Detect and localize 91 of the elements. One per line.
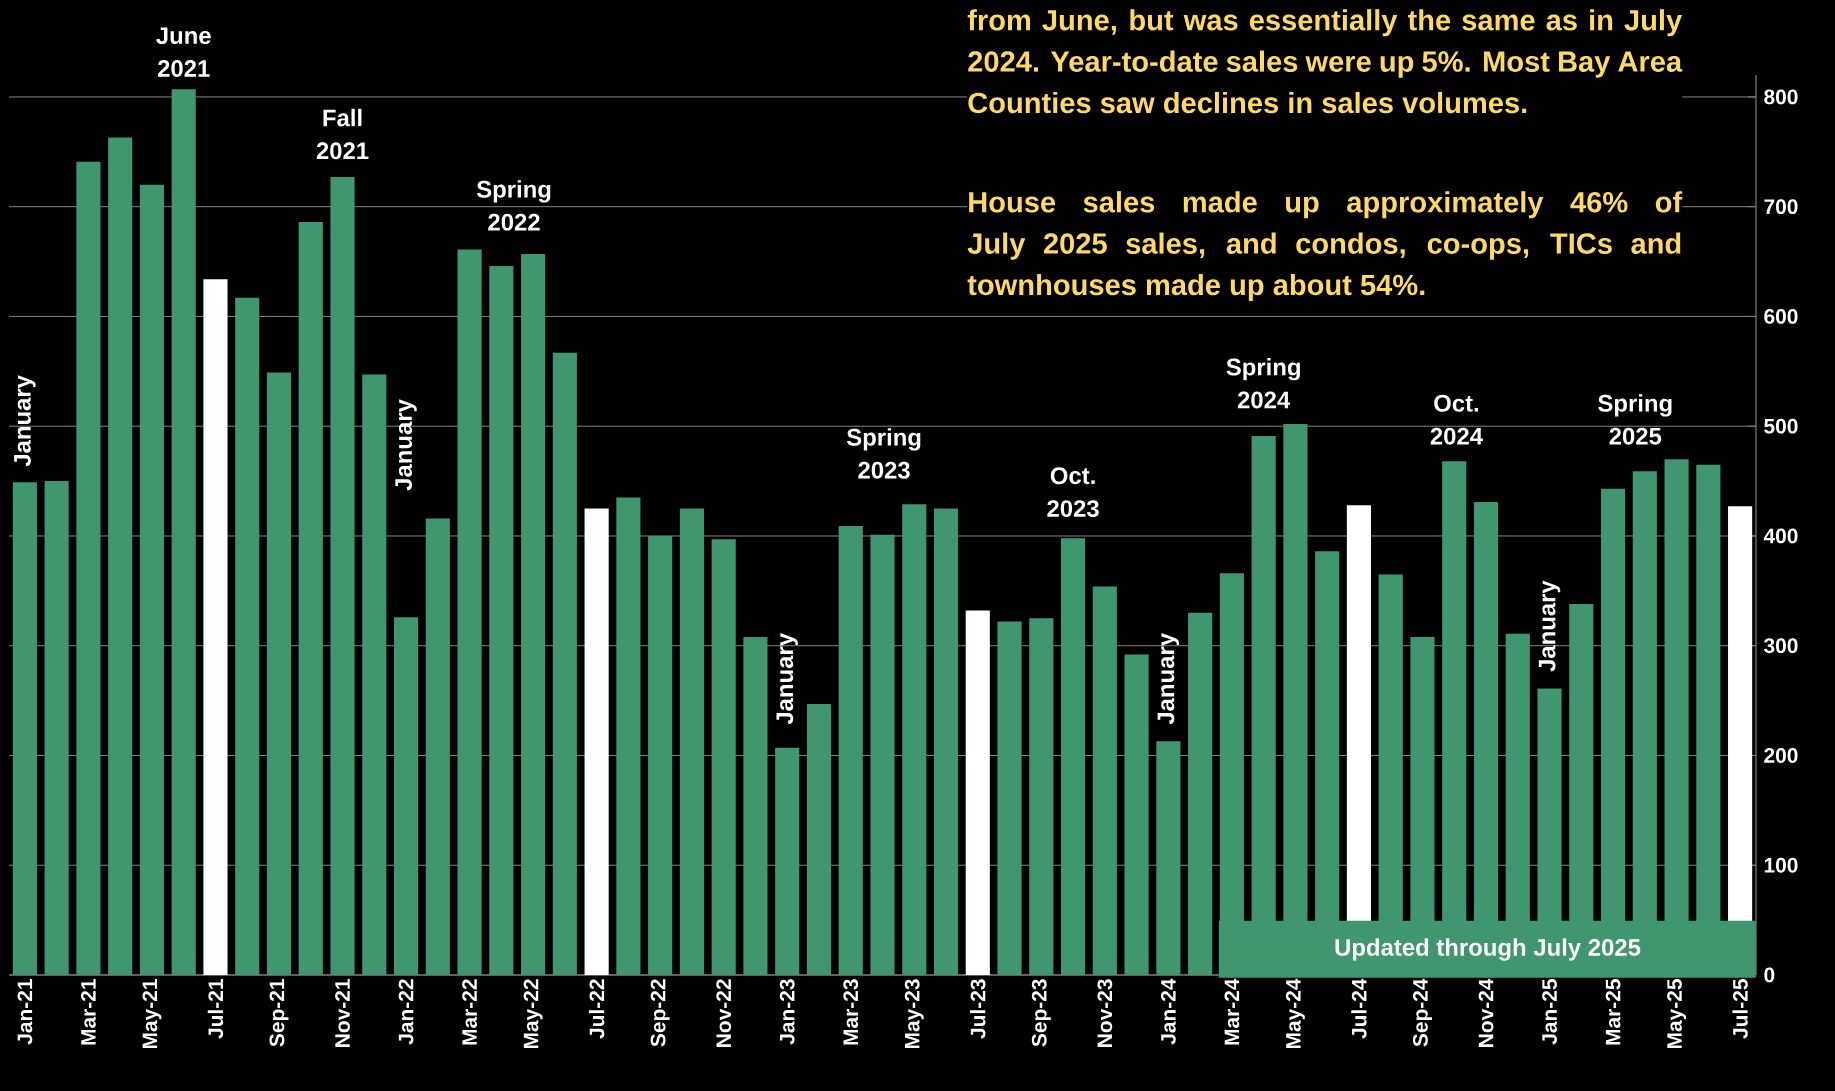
bar <box>743 636 768 975</box>
x-tick-label: Mar-25 <box>1605 979 1621 1045</box>
annotation: Oct. 2023 <box>1047 467 1099 518</box>
x-tick-label: May-22 <box>523 979 543 1049</box>
bar <box>552 352 577 975</box>
bar <box>12 482 37 975</box>
bar <box>1092 586 1117 975</box>
x-tick-label: Nov-23 <box>1097 979 1113 1047</box>
x-tick-label: Nov-22 <box>716 979 732 1047</box>
bar <box>521 253 546 975</box>
x-tick-label: Nov-21 <box>335 979 350 1047</box>
bar <box>393 617 419 975</box>
annotation: January <box>1157 633 1180 725</box>
y-tick-label: 0 <box>1764 967 1775 983</box>
bar <box>203 279 228 975</box>
bar <box>711 539 736 975</box>
x-tick-label: Jul-25 <box>1732 979 1748 1039</box>
annotation: January <box>1538 580 1561 672</box>
x-tick-label: Jul-23 <box>970 979 986 1039</box>
bar <box>648 535 673 975</box>
bar <box>489 265 514 975</box>
bar <box>235 297 260 975</box>
x-tick-label: Jan-24 <box>1160 978 1176 1045</box>
y-tick-label: 600 <box>1764 309 1798 324</box>
bar <box>806 703 832 975</box>
bar <box>266 372 292 975</box>
x-tick-label: May-23 <box>904 979 924 1049</box>
annotation: Spring 2024 <box>1226 357 1300 409</box>
annotation: January <box>14 375 36 467</box>
x-tick-label: Mar-23 <box>843 979 859 1045</box>
annotation: Spring 2023 <box>846 428 921 479</box>
bar <box>108 137 133 975</box>
bar <box>425 518 450 975</box>
bar <box>1124 654 1149 975</box>
x-tick-label: Jul-24 <box>1351 978 1367 1039</box>
y-tick-label: 300 <box>1763 638 1798 654</box>
x-tick-label: May-24 <box>1285 978 1305 1049</box>
y-tick-label: 700 <box>1764 199 1798 215</box>
x-tick-label: Jan-23 <box>779 979 795 1045</box>
annotation: from June, but was essentially the same as in July 2024. Year-to-date sales were up 5%. Most Bay Area Counties saw declines in sales volumes. <box>967 9 1683 114</box>
x-tick-label: Nov-24 <box>1478 978 1494 1047</box>
x-tick-label: May-25 <box>1667 979 1687 1049</box>
annotation: Updated through July 2025 <box>1335 938 1641 961</box>
annotation: Spring 2022 <box>476 180 551 231</box>
bar <box>870 534 895 975</box>
bar <box>139 184 165 975</box>
annotation: Oct. 2024 <box>1430 394 1483 445</box>
x-tick-label: Sep-24 <box>1412 978 1432 1047</box>
bar <box>933 508 959 975</box>
bar <box>76 161 101 975</box>
bar <box>298 222 323 975</box>
bar <box>44 481 69 975</box>
y-tick-label: 400 <box>1763 528 1798 544</box>
y-tick-label: 200 <box>1764 748 1798 763</box>
bar <box>457 249 482 975</box>
x-tick-label: Jan-22 <box>398 979 414 1045</box>
x-tick-label: Jan-21 <box>17 979 33 1045</box>
x-tick-label: Mar-21 <box>81 979 96 1045</box>
bar <box>330 177 355 975</box>
y-tick-label: 800 <box>1764 89 1798 105</box>
bar <box>1156 741 1181 975</box>
annotation: House sales made up approximately 46% of July 2025 sales, and condos, co-ops, TICs and townhouses made up about 54%. <box>967 191 1683 301</box>
bar <box>171 89 196 975</box>
bar <box>838 526 863 975</box>
bar <box>362 374 387 975</box>
y-tick-label: 100 <box>1764 857 1798 873</box>
x-tick-label: Mar-22 <box>462 979 477 1045</box>
annotation: January <box>776 633 798 725</box>
annotation: January <box>395 399 417 491</box>
x-tick-label: May-21 <box>142 979 162 1049</box>
x-tick-label: Sep-21 <box>269 979 289 1047</box>
annotation: Spring 2025 <box>1598 394 1672 445</box>
annotation: June 2021 <box>156 27 211 77</box>
bar <box>997 621 1022 975</box>
x-tick-label: Jul-22 <box>588 979 605 1039</box>
bar <box>679 508 704 975</box>
x-tick-label: Jan-25 <box>1542 979 1557 1045</box>
x-tick-label: Sep-23 <box>1031 979 1051 1047</box>
bar <box>584 508 609 975</box>
x-tick-label: Sep-22 <box>650 979 670 1047</box>
bar <box>775 747 800 975</box>
annotation: Fall 2021 <box>316 108 369 160</box>
y-tick-label: 500 <box>1764 418 1798 434</box>
bar <box>1188 612 1213 975</box>
bar <box>1061 538 1086 975</box>
bar <box>902 504 927 975</box>
bar <box>1029 618 1054 975</box>
x-tick-label: Jul-21 <box>207 979 224 1039</box>
bar <box>965 610 990 975</box>
x-tick-label: Mar-24 <box>1224 978 1240 1045</box>
bar <box>616 497 641 975</box>
